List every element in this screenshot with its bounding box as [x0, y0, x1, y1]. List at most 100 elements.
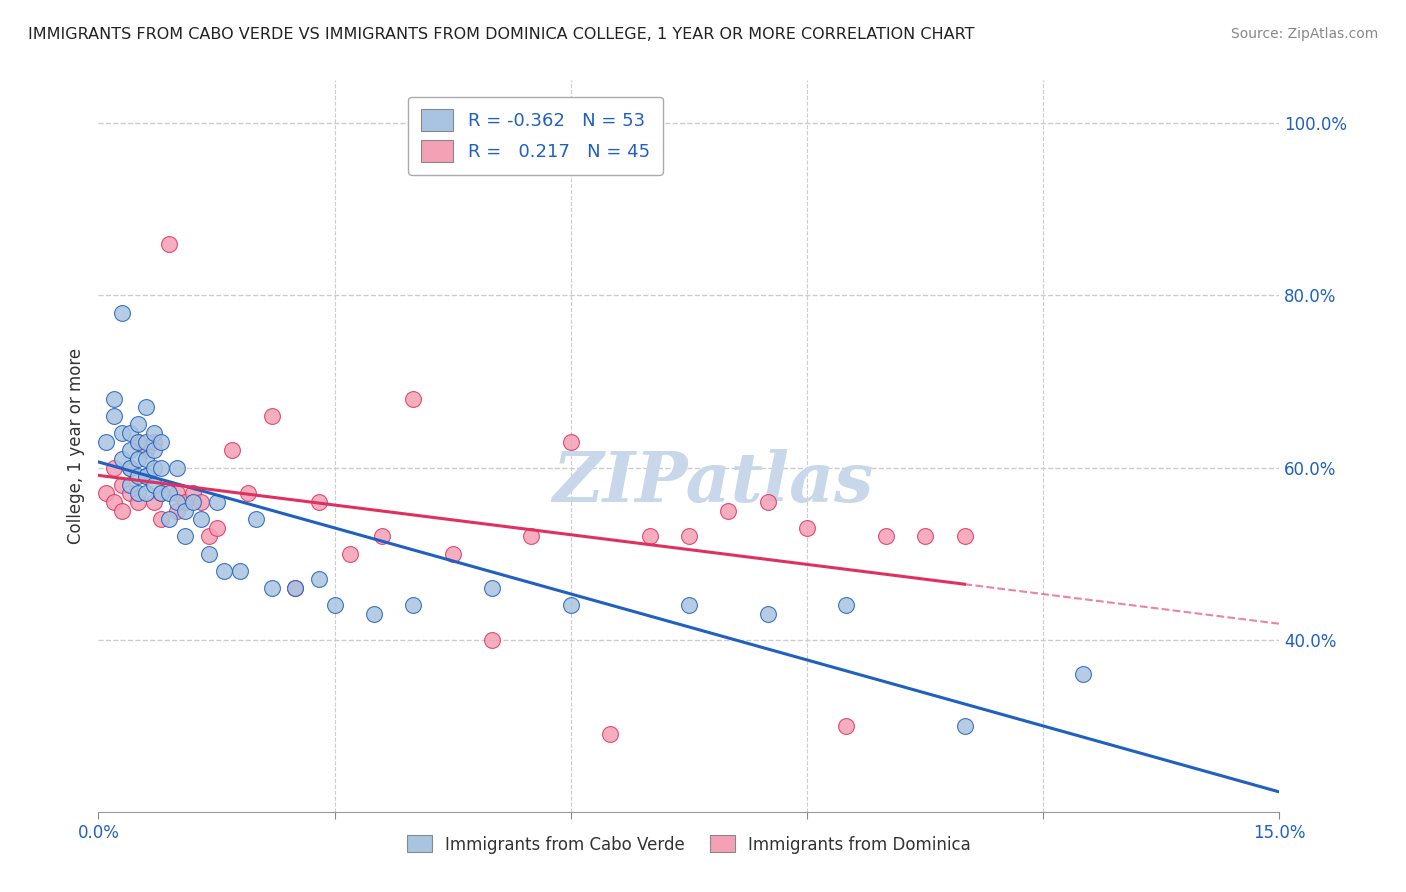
Point: [371, 529, 394, 543]
Point: [135, 469, 157, 483]
Point: [103, 392, 125, 406]
Point: [875, 529, 897, 543]
Point: [756, 607, 779, 621]
Point: [205, 495, 228, 509]
Point: [111, 426, 134, 441]
Point: [236, 486, 259, 500]
Point: [520, 529, 543, 543]
Point: [135, 443, 157, 458]
Point: [166, 486, 188, 500]
Point: [96, 486, 118, 500]
Point: [835, 719, 858, 733]
Point: [245, 512, 267, 526]
Point: [756, 495, 779, 509]
Point: [481, 632, 503, 647]
Point: [402, 392, 425, 406]
Point: [221, 443, 243, 458]
Point: [678, 529, 700, 543]
Point: [260, 581, 283, 595]
Point: [481, 581, 503, 595]
Point: [127, 451, 149, 466]
Point: [118, 486, 141, 500]
Point: [127, 434, 149, 449]
Point: [150, 460, 173, 475]
Point: [150, 512, 173, 526]
Point: [190, 512, 212, 526]
Point: [111, 305, 134, 319]
Point: [103, 460, 125, 475]
Point: [157, 486, 180, 500]
Point: [363, 607, 385, 621]
Point: [560, 434, 582, 449]
Point: [441, 547, 464, 561]
Text: IMMIGRANTS FROM CABO VERDE VS IMMIGRANTS FROM DOMINICA COLLEGE, 1 YEAR OR MORE C: IMMIGRANTS FROM CABO VERDE VS IMMIGRANTS…: [28, 27, 974, 42]
Point: [118, 460, 141, 475]
Point: [142, 443, 165, 458]
Point: [135, 434, 157, 449]
Point: [284, 581, 307, 595]
Point: [205, 521, 228, 535]
Legend: Immigrants from Cabo Verde, Immigrants from Dominica: Immigrants from Cabo Verde, Immigrants f…: [398, 827, 980, 862]
Point: [181, 495, 204, 509]
Point: [135, 451, 157, 466]
Point: [166, 495, 188, 509]
Point: [174, 495, 197, 509]
Point: [678, 598, 700, 612]
Point: [135, 401, 157, 415]
Point: [111, 503, 134, 517]
Point: [142, 426, 165, 441]
Point: [190, 495, 212, 509]
Point: [142, 495, 165, 509]
Point: [835, 598, 858, 612]
Point: [157, 512, 180, 526]
Point: [717, 503, 740, 517]
Point: [103, 495, 125, 509]
Text: Source: ZipAtlas.com: Source: ZipAtlas.com: [1230, 27, 1378, 41]
Point: [181, 486, 204, 500]
Point: [166, 503, 188, 517]
Point: [111, 477, 134, 491]
Point: [953, 719, 976, 733]
Point: [127, 469, 149, 483]
Point: [150, 486, 173, 500]
Point: [142, 460, 165, 475]
Point: [229, 564, 252, 578]
Point: [560, 598, 582, 612]
Point: [166, 460, 188, 475]
Point: [308, 495, 330, 509]
Point: [914, 529, 936, 543]
Point: [127, 434, 149, 449]
Point: [796, 521, 818, 535]
Point: [127, 417, 149, 432]
Point: [118, 477, 141, 491]
Point: [197, 529, 219, 543]
Point: [157, 236, 180, 251]
Point: [111, 451, 134, 466]
Point: [323, 598, 346, 612]
Point: [127, 486, 149, 500]
Point: [339, 547, 361, 561]
Point: [127, 495, 149, 509]
Point: [150, 486, 173, 500]
Point: [1071, 667, 1094, 681]
Point: [103, 409, 125, 423]
Point: [197, 547, 219, 561]
Point: [174, 529, 197, 543]
Point: [284, 581, 307, 595]
Point: [142, 434, 165, 449]
Point: [260, 409, 283, 423]
Point: [118, 426, 141, 441]
Point: [118, 460, 141, 475]
Point: [118, 443, 141, 458]
Point: [174, 503, 197, 517]
Text: ZIPatlas: ZIPatlas: [553, 449, 873, 516]
Point: [953, 529, 976, 543]
Point: [599, 727, 621, 741]
Point: [308, 573, 330, 587]
Point: [638, 529, 661, 543]
Point: [135, 486, 157, 500]
Point: [96, 434, 118, 449]
Point: [135, 469, 157, 483]
Y-axis label: College, 1 year or more: College, 1 year or more: [66, 348, 84, 544]
Point: [214, 564, 236, 578]
